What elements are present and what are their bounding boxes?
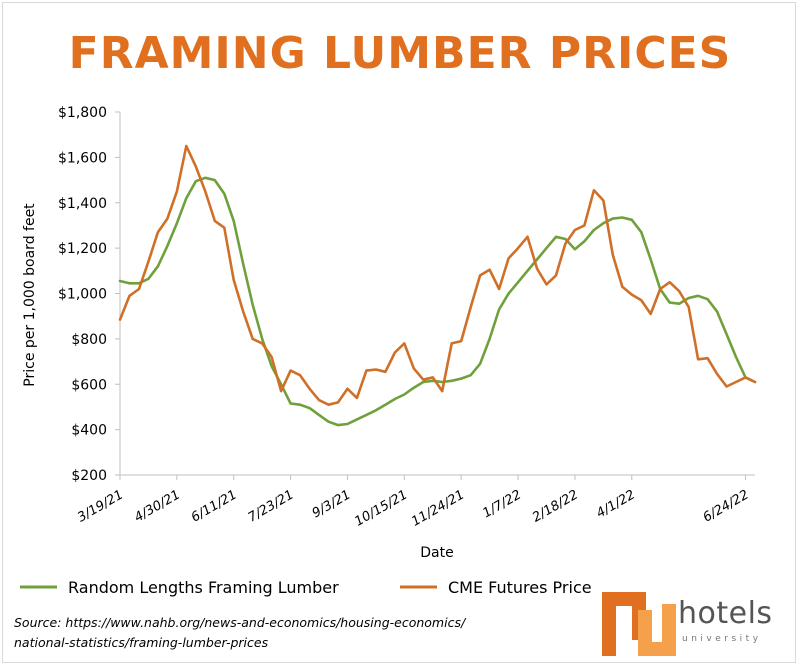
y-axis-label: Price per 1,000 board feet [22,203,38,387]
y-tick-label: $1,200 [58,241,107,257]
x-tick-label: 10/15/21 [352,487,410,529]
x-tick-label: 11/24/21 [409,487,467,529]
x-tick-label: 6/24/22 [701,487,752,525]
series-line-random-lengths [118,176,757,427]
y-tick-label: $800 [71,332,107,348]
legend-label: CME Futures Price [448,578,592,597]
y-tick-label: $600 [71,377,107,393]
x-tick-label: 7/23/21 [246,487,297,525]
x-tick-label: 4/30/21 [132,487,183,525]
x-tick-label: 3/19/21 [75,487,126,525]
y-tick-label: $1,800 [58,105,107,121]
x-tick-label: 2/18/22 [530,487,581,525]
series-line-cme-futures [118,144,757,407]
legend: Random Lengths Framing Lumber CME Futures… [20,578,592,597]
x-axis: 3/19/21 4/30/21 6/11/21 7/23/21 9/3/2110/15/… [75,474,755,530]
y-tick-label: $1,400 [58,196,107,212]
x-tick-label: 1/7/22 [480,487,524,521]
series-lines [118,144,757,427]
y-tick-label: $400 [71,423,107,439]
logo-sub-text: university [682,634,762,644]
y-tick-label: $1,000 [58,287,107,303]
x-tick-label: 9/3/21 [310,487,354,521]
y-tick-label: $200 [71,468,107,484]
chart-title: FRAMING LUMBER PRICES [68,28,732,79]
y-axis: $200 $400 $600 $800 $1,000 $1,200 $1,400 $1,600… [58,105,121,484]
nu-logo-mark-icon [602,592,676,656]
x-tick-label: 6/11/21 [189,487,240,525]
logo-brand-text: hotels [678,596,773,631]
source-note: Source: https://www.nahb.org/news-and-ec… [14,613,534,653]
y-tick-label: $1,600 [58,150,107,166]
source-text: Source: https://www.nahb.org/news-and-ec… [14,615,466,650]
legend-label: Random Lengths Framing Lumber [68,578,339,597]
hotels-university-logo: hotels university [600,590,785,660]
x-axis-label: Date [420,545,453,561]
x-tick-label: 4/1/22 [594,487,638,521]
